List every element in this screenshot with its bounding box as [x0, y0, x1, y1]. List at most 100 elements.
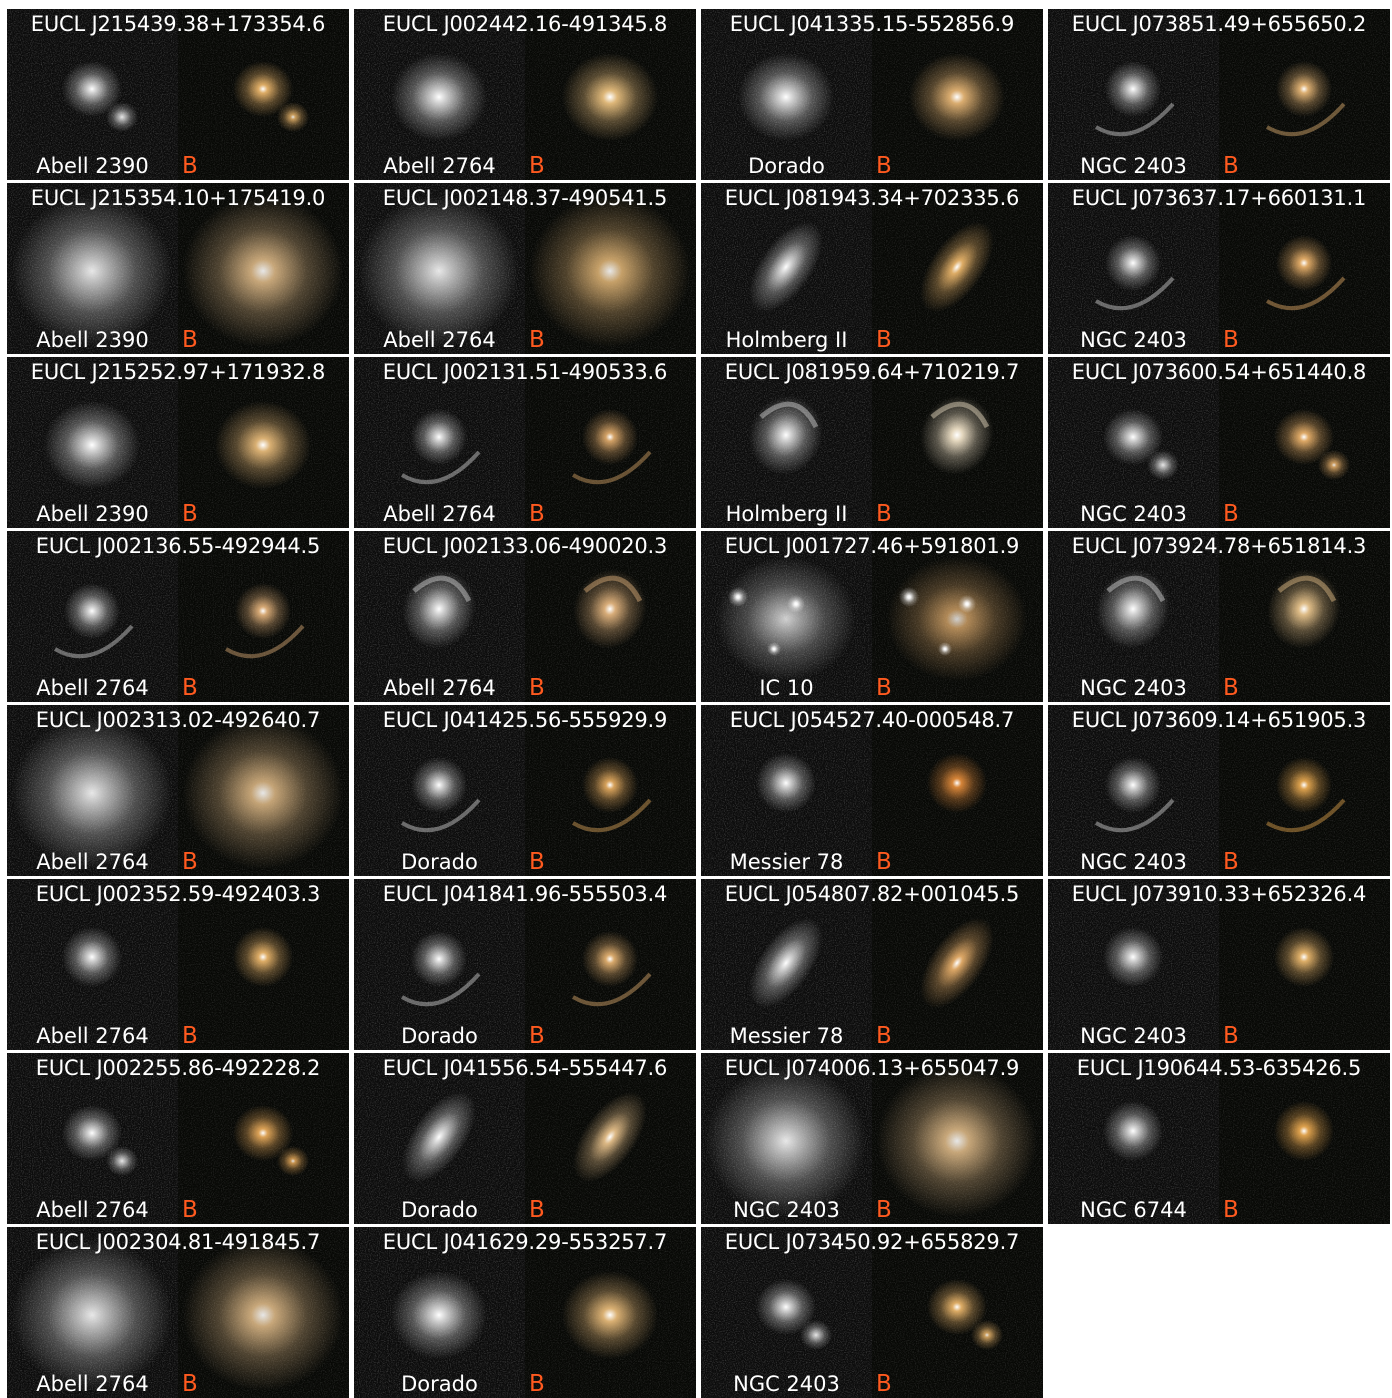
- vis-grayscale-image: [701, 705, 872, 876]
- candidate-id: EUCL J002352.59-492403.3: [35, 882, 321, 906]
- vis-grayscale-image: [354, 183, 525, 354]
- candidate-id: EUCL J002136.55-492944.5: [35, 534, 321, 558]
- candidate-id: EUCL J041629.29-553257.7: [382, 1230, 668, 1254]
- color-composite-image: [1219, 9, 1390, 180]
- candidate-id: EUCL J041841.96-555503.4: [382, 882, 668, 906]
- candidate-id: EUCL J002255.86-492228.2: [35, 1056, 321, 1080]
- candidate-panel: EUCL J054807.82+001045.5 Messier 78 B: [701, 879, 1043, 1050]
- grade-label: B: [182, 327, 198, 353]
- candidate-id: EUCL J073450.92+655829.7: [724, 1230, 1020, 1254]
- grade-label: B: [182, 849, 198, 875]
- grade-label: B: [529, 327, 545, 353]
- candidate-id: EUCL J215354.10+175419.0: [30, 186, 326, 210]
- field-name: Holmberg II: [725, 502, 848, 526]
- vis-grayscale-image: [7, 9, 178, 180]
- color-composite-image: [525, 183, 696, 354]
- grade-label: B: [876, 327, 892, 353]
- field-name: Dorado: [401, 1198, 478, 1222]
- candidate-id: EUCL J041335.15-552856.9: [729, 12, 1015, 36]
- color-composite-image: [178, 9, 349, 180]
- vis-grayscale-image: [354, 1053, 525, 1224]
- field-name: NGC 2403: [733, 1198, 840, 1222]
- color-composite-image: [1219, 879, 1390, 1050]
- candidate-panel: EUCL J215252.97+171932.8 Abell 2390 B: [7, 357, 349, 528]
- vis-grayscale-image: [7, 183, 178, 354]
- color-composite-image: [1219, 357, 1390, 528]
- field-name: Abell 2764: [383, 676, 496, 700]
- grade-label: B: [182, 153, 198, 179]
- color-composite-image: [178, 705, 349, 876]
- vis-grayscale-image: [1048, 9, 1219, 180]
- field-name: Dorado: [401, 1372, 478, 1396]
- color-composite-image: [1219, 183, 1390, 354]
- vis-grayscale-image: [701, 183, 872, 354]
- candidate-id: EUCL J002304.81-491845.7: [35, 1230, 321, 1254]
- candidate-panel: EUCL J073851.49+655650.2 NGC 2403 B: [1048, 9, 1390, 180]
- color-composite-image: [178, 1053, 349, 1224]
- color-composite-image: [178, 357, 349, 528]
- candidate-panel: EUCL J073924.78+651814.3 NGC 2403 B: [1048, 531, 1390, 702]
- grade-label: B: [876, 1197, 892, 1223]
- field-name: Messier 78: [729, 850, 844, 874]
- color-composite-image: [872, 9, 1043, 180]
- grade-label: B: [876, 849, 892, 875]
- candidate-id: EUCL J002313.02-492640.7: [35, 708, 321, 732]
- grade-label: B: [1223, 1197, 1239, 1223]
- field-name: Abell 2764: [36, 1198, 149, 1222]
- candidate-panel: EUCL J002313.02-492640.7 Abell 2764 B: [7, 705, 349, 876]
- candidate-panel: EUCL J001727.46+591801.9 IC 10 B: [701, 531, 1043, 702]
- vis-grayscale-image: [7, 705, 178, 876]
- color-composite-image: [525, 9, 696, 180]
- candidate-panel: EUCL J073637.17+660131.1 NGC 2403 B: [1048, 183, 1390, 354]
- field-name: NGC 2403: [1080, 1024, 1187, 1048]
- candidate-id: EUCL J054527.40-000548.7: [729, 708, 1015, 732]
- field-name: Abell 2390: [36, 328, 149, 352]
- candidate-id: EUCL J073609.14+651905.3: [1071, 708, 1367, 732]
- candidate-panel: EUCL J190644.53-635426.5 NGC 6744 B: [1048, 1053, 1390, 1224]
- vis-grayscale-image: [1048, 879, 1219, 1050]
- vis-grayscale-image: [7, 531, 178, 702]
- field-name: NGC 2403: [1080, 850, 1187, 874]
- vis-grayscale-image: [1048, 531, 1219, 702]
- candidate-panel: EUCL J041841.96-555503.4 Dorado B: [354, 879, 696, 1050]
- vis-grayscale-image: [7, 1227, 178, 1398]
- candidate-panel: EUCL J002304.81-491845.7 Abell 2764 B: [7, 1227, 349, 1398]
- grade-label: B: [529, 501, 545, 527]
- color-composite-image: [178, 531, 349, 702]
- color-composite-image: [872, 357, 1043, 528]
- color-composite-image: [525, 1227, 696, 1398]
- candidate-id: EUCL J073851.49+655650.2: [1071, 12, 1367, 36]
- color-composite-image: [178, 183, 349, 354]
- vis-grayscale-image: [1048, 1053, 1219, 1224]
- candidate-panel: EUCL J081943.34+702335.6 Holmberg II B: [701, 183, 1043, 354]
- candidate-id: EUCL J001727.46+591801.9: [724, 534, 1020, 558]
- candidate-panel: EUCL J041335.15-552856.9 Dorado B: [701, 9, 1043, 180]
- color-composite-image: [1219, 1053, 1390, 1224]
- color-composite-image: [872, 183, 1043, 354]
- candidate-id: EUCL J073910.33+652326.4: [1071, 882, 1367, 906]
- candidate-id: EUCL J041425.56-555929.9: [382, 708, 668, 732]
- candidate-panel: EUCL J074006.13+655047.9 NGC 2403 B: [701, 1053, 1043, 1224]
- color-composite-image: [1219, 531, 1390, 702]
- grade-label: B: [182, 675, 198, 701]
- field-name: Dorado: [401, 850, 478, 874]
- field-name: Dorado: [748, 154, 825, 178]
- color-composite-image: [1219, 705, 1390, 876]
- candidate-panel: EUCL J002136.55-492944.5 Abell 2764 B: [7, 531, 349, 702]
- field-name: Abell 2764: [36, 676, 149, 700]
- vis-grayscale-image: [354, 705, 525, 876]
- field-name: NGC 2403: [1080, 154, 1187, 178]
- candidate-panel: EUCL J002133.06-490020.3 Abell 2764 B: [354, 531, 696, 702]
- candidate-id: EUCL J002133.06-490020.3: [382, 534, 668, 558]
- field-name: NGC 2403: [1080, 676, 1187, 700]
- vis-grayscale-image: [1048, 357, 1219, 528]
- vis-grayscale-image: [7, 1053, 178, 1224]
- grade-label: B: [876, 153, 892, 179]
- color-composite-image: [872, 705, 1043, 876]
- grade-label: B: [876, 675, 892, 701]
- field-name: Abell 2764: [36, 1024, 149, 1048]
- grade-label: B: [1223, 1023, 1239, 1049]
- color-composite-image: [525, 531, 696, 702]
- field-name: NGC 6744: [1080, 1198, 1187, 1222]
- candidate-id: EUCL J073924.78+651814.3: [1071, 534, 1367, 558]
